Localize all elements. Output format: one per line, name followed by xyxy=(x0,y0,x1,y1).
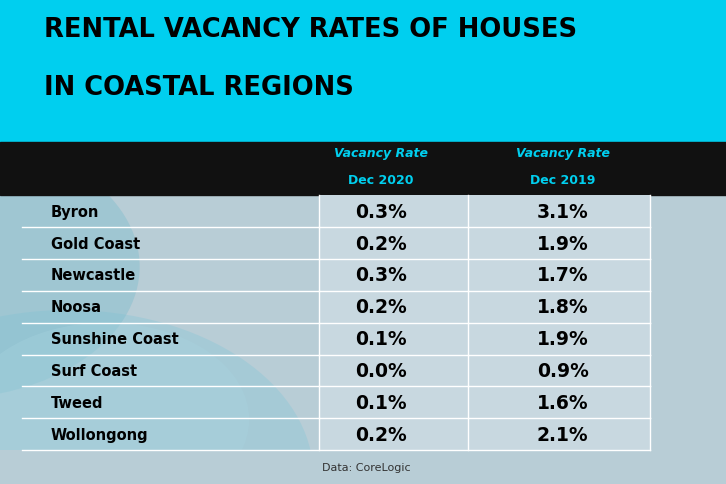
Text: Dec 2019: Dec 2019 xyxy=(530,173,595,186)
Text: Dec 2020: Dec 2020 xyxy=(348,173,414,186)
Text: Vacancy Rate: Vacancy Rate xyxy=(334,147,428,160)
Text: 0.9%: 0.9% xyxy=(537,361,589,380)
Text: Noosa: Noosa xyxy=(51,300,102,315)
Text: Surf Coast: Surf Coast xyxy=(51,363,137,378)
Text: 0.2%: 0.2% xyxy=(355,234,407,253)
Text: 0.3%: 0.3% xyxy=(355,266,407,285)
Text: Tweed: Tweed xyxy=(51,395,103,410)
Text: 1.7%: 1.7% xyxy=(537,266,589,285)
Text: 3.1%: 3.1% xyxy=(537,202,589,221)
Text: 1.9%: 1.9% xyxy=(537,234,589,253)
Text: IN COASTAL REGIONS: IN COASTAL REGIONS xyxy=(44,75,354,101)
Circle shape xyxy=(0,135,139,399)
Text: 1.9%: 1.9% xyxy=(537,330,589,348)
Text: Data: CoreLogic: Data: CoreLogic xyxy=(322,462,411,472)
Text: 0.1%: 0.1% xyxy=(355,393,407,412)
Text: Sunshine Coast: Sunshine Coast xyxy=(51,332,179,347)
Circle shape xyxy=(0,310,314,484)
Text: 0.2%: 0.2% xyxy=(355,298,407,317)
Text: Byron: Byron xyxy=(51,204,99,219)
Text: 1.6%: 1.6% xyxy=(537,393,589,412)
Text: RENTAL VACANCY RATES OF HOUSES: RENTAL VACANCY RATES OF HOUSES xyxy=(44,17,576,43)
Text: Gold Coast: Gold Coast xyxy=(51,236,140,251)
Circle shape xyxy=(0,323,249,484)
Text: 2.1%: 2.1% xyxy=(537,425,589,444)
Text: 0.0%: 0.0% xyxy=(355,361,407,380)
Text: Wollongong: Wollongong xyxy=(51,427,148,442)
Text: Newcastle: Newcastle xyxy=(51,268,136,283)
Text: 1.8%: 1.8% xyxy=(537,298,589,317)
Text: Vacancy Rate: Vacancy Rate xyxy=(515,147,610,160)
Text: 0.3%: 0.3% xyxy=(355,202,407,221)
Text: 0.2%: 0.2% xyxy=(355,425,407,444)
Text: 0.1%: 0.1% xyxy=(355,330,407,348)
